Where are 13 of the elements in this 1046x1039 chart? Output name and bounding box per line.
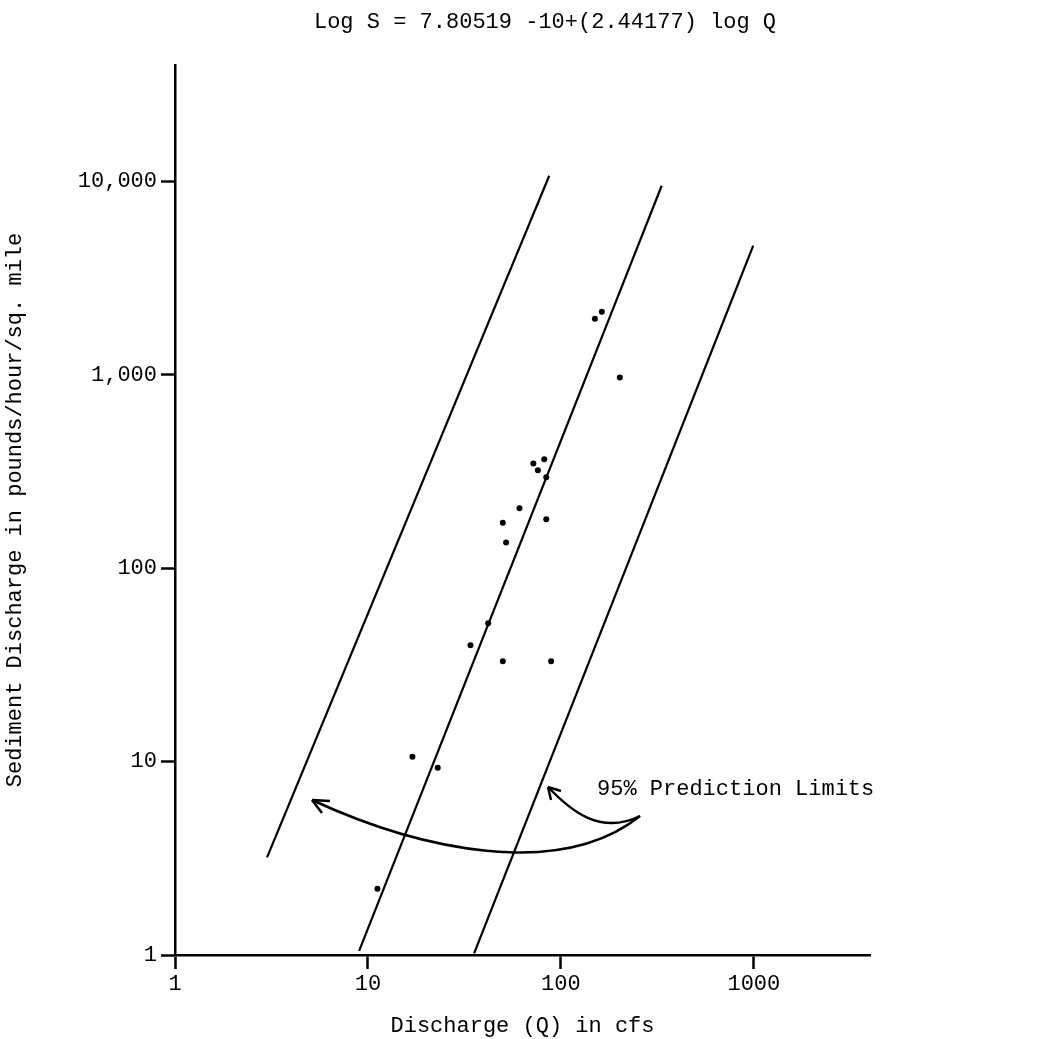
y-tick-label: 1,000: [90, 362, 157, 388]
x-tick-label: 1000: [727, 972, 781, 998]
x-axis-title: Discharge (Q) in cfs: [390, 1013, 655, 1039]
annotation: 95% Prediction Limits: [597, 777, 875, 802]
chart-title: Log S = 7.80519 -10+(2.44177) log Q: [313, 10, 777, 35]
x-tick-label: 10: [354, 972, 382, 998]
x-tick-label: 100: [541, 972, 581, 998]
y-tick-label: 10: [130, 749, 157, 775]
y-tick-label: 1: [143, 942, 157, 968]
x-tick-label: 1: [168, 972, 182, 998]
y-tick-label: 100: [117, 556, 157, 582]
y-axis-title: Sediment Discharge in pounds/hour/sq. mile: [3, 232, 29, 788]
y-tick-label: 10,000: [77, 169, 157, 195]
